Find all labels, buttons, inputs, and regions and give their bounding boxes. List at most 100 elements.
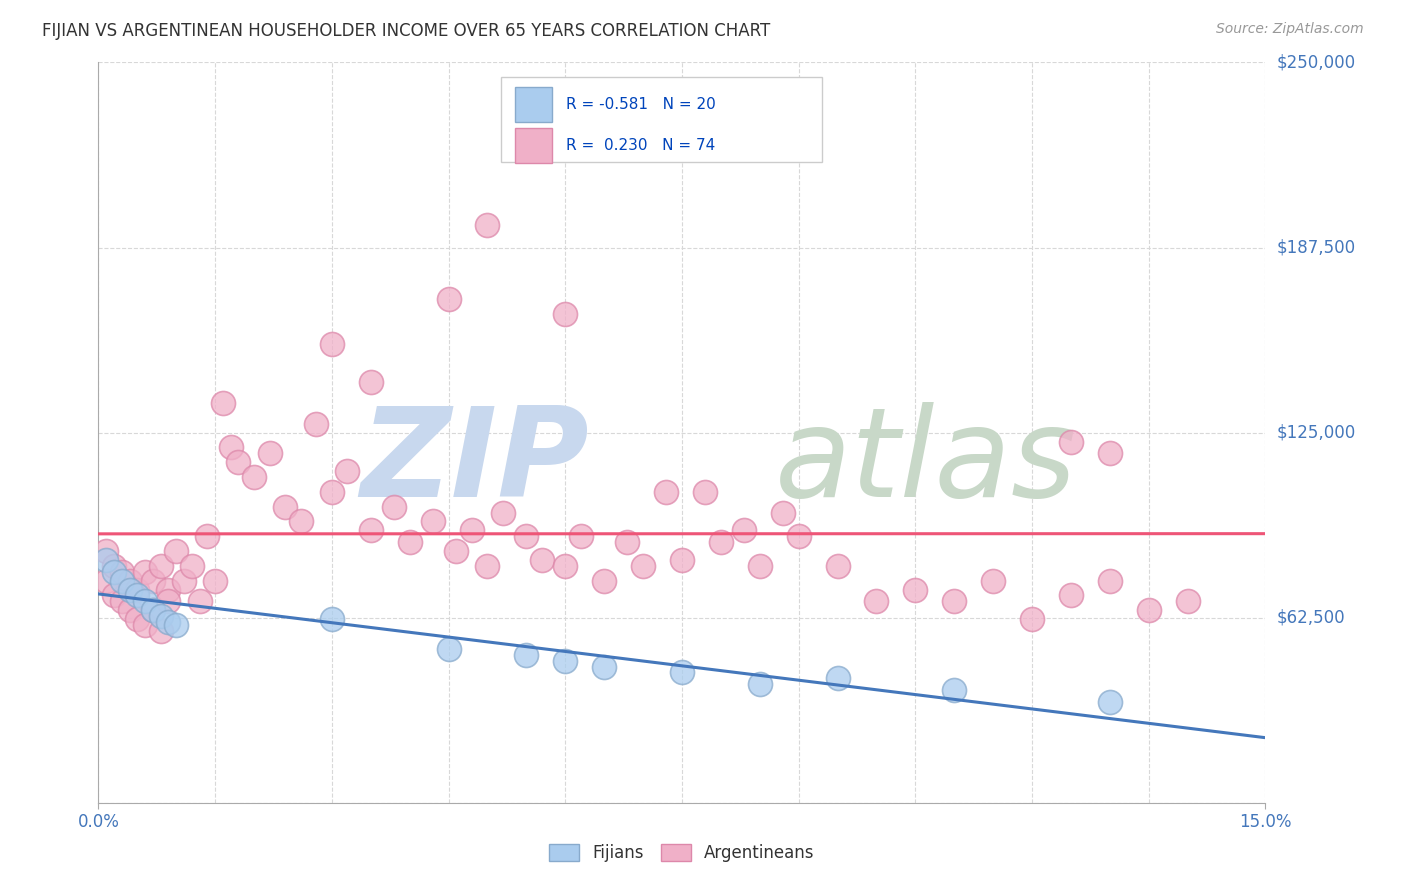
Point (127, 589, 149, 603)
Text: $187,500: $187,500 (1277, 238, 1355, 257)
Point (96, 544, 118, 558)
Point (631, 558, 654, 573)
Point (1021, 612, 1043, 626)
Point (157, 594, 180, 608)
Point (733, 524, 755, 538)
Point (142, 574, 165, 588)
Point (827, 558, 849, 573)
Text: $62,500: $62,500 (1277, 608, 1346, 627)
Point (360, 524, 382, 538)
Text: R =  0.230   N = 74: R = 0.230 N = 74 (567, 138, 716, 153)
Point (118, 574, 141, 588)
Point (398, 535, 420, 549)
FancyBboxPatch shape (515, 128, 553, 163)
Point (1098, 695, 1121, 709)
Point (127, 612, 149, 626)
FancyBboxPatch shape (515, 87, 553, 122)
Text: $125,000: $125,000 (1277, 424, 1355, 442)
Point (111, 565, 134, 579)
Point (321, 336, 343, 351)
Point (103, 589, 125, 603)
Point (1060, 434, 1083, 449)
Point (593, 574, 616, 588)
Point (212, 396, 235, 410)
Point (103, 558, 125, 573)
Point (671, 665, 693, 680)
Point (446, 544, 468, 558)
Point (554, 558, 576, 573)
Point (530, 553, 553, 567)
Point (865, 594, 887, 608)
Point (554, 654, 576, 668)
Text: $250,000: $250,000 (1277, 54, 1355, 71)
Text: atlas: atlas (775, 401, 1077, 523)
Point (1098, 574, 1121, 588)
Point (748, 558, 770, 573)
Point (173, 574, 195, 588)
Point (103, 565, 125, 579)
Point (165, 618, 187, 632)
Point (461, 524, 484, 538)
Point (515, 648, 537, 662)
Point (360, 376, 382, 390)
Point (149, 558, 172, 573)
Point (492, 506, 515, 520)
Point (710, 535, 733, 549)
Text: FIJIAN VS ARGENTINEAN HOUSEHOLDER INCOME OVER 65 YEARS CORRELATION CHART: FIJIAN VS ARGENTINEAN HOUSEHOLDER INCOME… (42, 22, 770, 40)
Point (188, 594, 211, 608)
Point (1060, 589, 1083, 603)
Point (827, 672, 849, 686)
Point (157, 582, 180, 597)
Point (437, 293, 460, 307)
Point (321, 612, 343, 626)
Point (157, 615, 180, 629)
Point (118, 582, 141, 597)
Point (96, 553, 118, 567)
FancyBboxPatch shape (501, 78, 823, 162)
Point (127, 582, 149, 597)
Point (593, 659, 616, 673)
Point (142, 603, 165, 617)
Point (111, 574, 134, 588)
Point (772, 506, 794, 520)
Point (142, 603, 165, 617)
Point (134, 565, 156, 579)
Point (243, 470, 266, 484)
Point (118, 603, 141, 617)
Point (616, 535, 638, 549)
Point (336, 464, 359, 478)
Point (671, 553, 693, 567)
Point (515, 529, 537, 543)
Point (134, 618, 156, 632)
Point (96, 574, 118, 588)
Point (437, 641, 460, 656)
Point (228, 455, 250, 469)
Point (111, 594, 134, 608)
Point (321, 484, 343, 499)
Point (305, 417, 328, 431)
Point (180, 558, 202, 573)
Point (695, 484, 717, 499)
Text: ZIP: ZIP (360, 401, 589, 523)
Point (943, 683, 966, 698)
Point (1137, 603, 1160, 617)
Point (943, 594, 966, 608)
Point (195, 529, 218, 543)
Point (655, 484, 678, 499)
Point (290, 515, 312, 529)
Point (787, 529, 810, 543)
Point (149, 609, 172, 624)
Point (219, 441, 242, 455)
Point (382, 500, 405, 514)
Point (569, 529, 592, 543)
Point (204, 574, 226, 588)
Point (1177, 594, 1199, 608)
Point (422, 515, 444, 529)
Point (1098, 446, 1121, 460)
Point (259, 446, 281, 460)
Point (904, 582, 927, 597)
Legend: Fijians, Argentineans: Fijians, Argentineans (543, 837, 821, 869)
Point (554, 307, 576, 321)
Point (748, 677, 770, 691)
Point (274, 500, 297, 514)
